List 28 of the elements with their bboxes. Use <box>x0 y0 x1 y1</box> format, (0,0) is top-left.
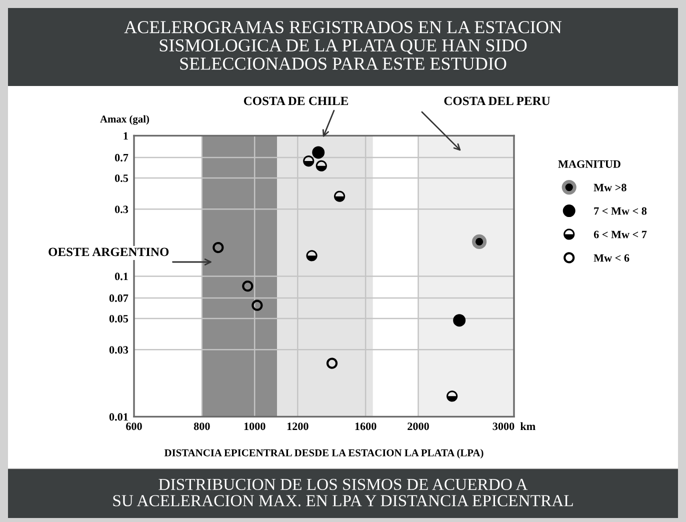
x-tick-label: 1600 <box>355 422 376 430</box>
text: COSTA DEL PERU <box>444 96 550 106</box>
legend-label: 7 < Mw < 8 <box>594 207 647 215</box>
x-tick-label: 3000 km <box>492 422 536 430</box>
chart-title: ACELEROGRAMAS REGISTRADOS EN LA ESTACION SISMOLOGICA DE LA PLATA QUE HAN SIDO SELECCIONADOS PARA ESTE ESTUDIO <box>124 21 562 70</box>
y-axis-title: Amax (gal) <box>100 115 150 125</box>
x-axis-title: DISTANCIA EPICENTRAL DESDE LA ESTACION LA PLATA (LPA) <box>164 449 484 458</box>
x-tick-label: 2000 <box>408 422 429 430</box>
legend-label: Mw >8 <box>594 184 626 192</box>
text: DISTRIBUCION DE LOS SISMOS DE ACUERDO A SU ACELERACION MAX. EN LPA Y DISTANCIA EPICENTRAL <box>113 478 573 506</box>
y-tick-label: 0.07 <box>109 294 128 302</box>
y-tick-label: 0.03 <box>109 346 128 354</box>
x-tick-label: 1200 <box>287 422 308 430</box>
legend-label: 6 < Mw < 7 <box>594 230 647 238</box>
y-tick-label: 0.05 <box>109 314 128 323</box>
x-tick-label: 600 <box>126 422 142 430</box>
legend-label: Mw < 6 <box>594 254 630 262</box>
legend-title: MAGNITUD <box>558 160 620 168</box>
x-tick-label: 1000 <box>244 422 266 430</box>
annotation: OESTE ARGENTINO <box>48 248 169 256</box>
y-tick-label: 0.5 <box>114 174 128 182</box>
x-tick-label: 800 <box>194 422 210 430</box>
y-tick-label: 0.3 <box>114 206 128 214</box>
y-tick-label: 0.1 <box>114 272 128 280</box>
text: COSTA DE CHILE <box>244 96 348 106</box>
y-tick-label: 0.7 <box>114 154 128 162</box>
y-tick-label: 0.01 <box>109 413 128 421</box>
y-tick-label: 1 <box>124 132 128 140</box>
